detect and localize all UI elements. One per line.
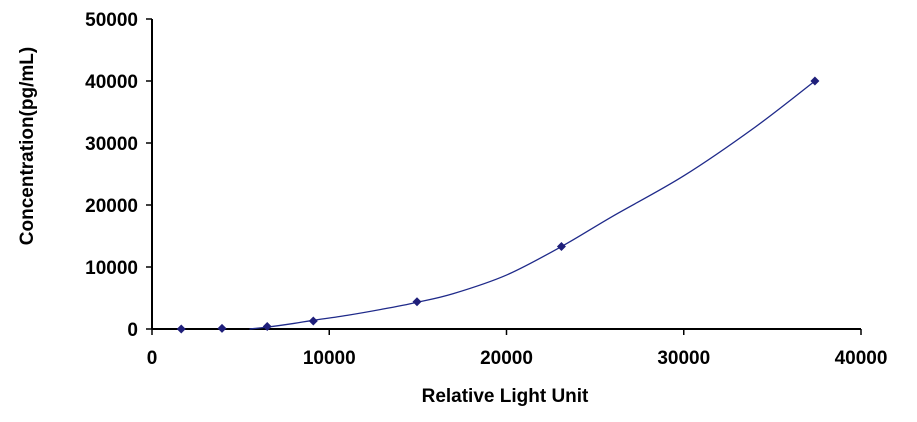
x-tick-label: 10000: [303, 348, 356, 369]
data-point-marker: [262, 322, 272, 332]
x-tick-label: 30000: [657, 348, 710, 369]
y-tick-label: 20000: [85, 196, 138, 217]
y-axis-ticks: 0 10000 20000 30000 40000 50000: [85, 10, 152, 341]
x-axis-label: Relative Light Unit: [422, 386, 589, 407]
data-point-marker: [217, 323, 227, 333]
data-points: [176, 76, 820, 334]
y-tick-label: 0: [127, 320, 138, 341]
x-tick-label: 20000: [480, 348, 533, 369]
x-axis-ticks: 0 10000 20000 30000 40000: [147, 329, 888, 369]
y-axis-label: Concentration(pg/mL): [17, 47, 38, 245]
data-point-marker: [176, 324, 186, 334]
data-point-marker: [810, 76, 820, 86]
y-tick-label: 50000: [85, 10, 138, 31]
y-tick-label: 30000: [85, 134, 138, 155]
x-tick-label: 0: [147, 348, 158, 369]
x-tick-label: 40000: [835, 348, 888, 369]
data-point-marker: [412, 297, 422, 307]
fitted-curve: [249, 80, 816, 330]
data-point-marker: [556, 242, 566, 252]
y-tick-label: 40000: [85, 72, 138, 93]
y-tick-label: 10000: [85, 258, 138, 279]
data-point-marker: [308, 316, 318, 326]
